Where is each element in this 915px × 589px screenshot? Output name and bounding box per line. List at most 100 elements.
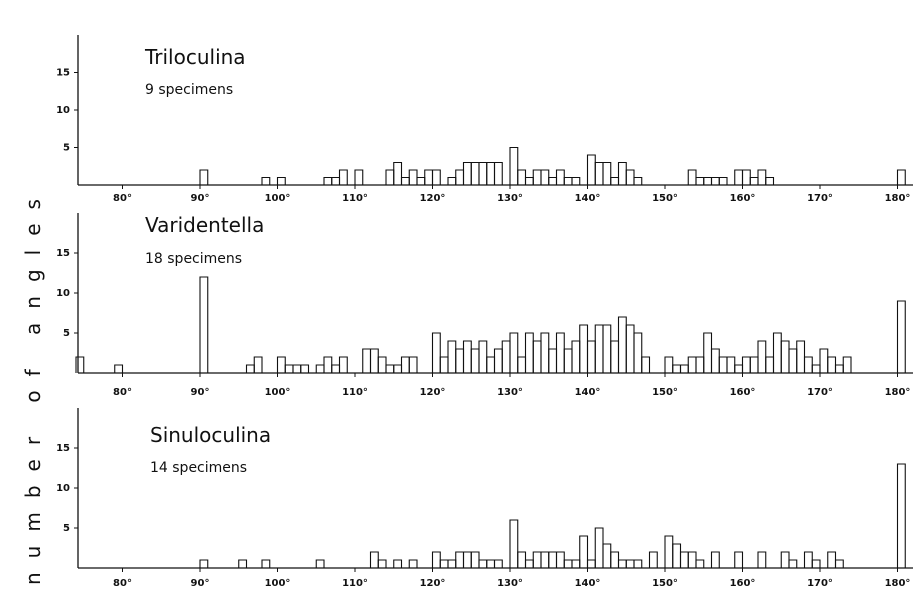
histogram-bar bbox=[718, 176, 728, 185]
histogram-bar bbox=[780, 551, 790, 568]
panel-subtitle: 9 specimens bbox=[145, 82, 233, 98]
histogram-bar bbox=[741, 356, 751, 373]
histogram-bar bbox=[749, 176, 759, 185]
histogram-bar bbox=[323, 176, 333, 185]
x-tick-label: 100° bbox=[265, 578, 291, 589]
histogram-bar bbox=[703, 332, 713, 373]
histogram-bar bbox=[486, 161, 496, 185]
histogram-bar bbox=[284, 364, 294, 373]
x-tick-label: 160° bbox=[730, 193, 756, 204]
x-tick-label: 80° bbox=[113, 578, 132, 589]
histogram-bar bbox=[493, 161, 503, 185]
x-tick-label: 140° bbox=[575, 578, 601, 589]
histogram-bar bbox=[393, 364, 403, 373]
histogram-bar bbox=[462, 551, 472, 568]
histogram-bar bbox=[617, 161, 627, 185]
histogram-bar bbox=[315, 364, 325, 373]
histogram-bar bbox=[377, 559, 387, 568]
x-tick-label: 150° bbox=[652, 578, 678, 589]
y-tick-label: 10 bbox=[56, 105, 70, 116]
histogram-bar bbox=[687, 169, 697, 185]
histogram-bar bbox=[462, 161, 472, 185]
histogram-bar bbox=[625, 559, 635, 568]
histogram-bar bbox=[509, 332, 519, 373]
histogram-bar bbox=[734, 364, 744, 373]
histogram-bar bbox=[563, 176, 573, 185]
histogram-bar bbox=[369, 348, 379, 373]
histogram-bar bbox=[276, 356, 286, 373]
histogram-bar bbox=[610, 340, 620, 373]
histogram-bar bbox=[703, 176, 713, 185]
histogram-bar bbox=[842, 356, 852, 373]
histogram-bar bbox=[393, 559, 403, 568]
histogram-bar bbox=[633, 332, 643, 373]
panel-title: Triloculina bbox=[144, 45, 246, 69]
histogram-bar bbox=[369, 551, 379, 568]
histogram-bar bbox=[400, 356, 410, 373]
histogram-bar bbox=[416, 176, 426, 185]
histogram-bar bbox=[548, 551, 558, 568]
histogram-bar bbox=[276, 176, 286, 185]
histogram-bar bbox=[548, 348, 558, 373]
histogram-bar bbox=[199, 276, 209, 373]
histogram-bar bbox=[586, 340, 596, 373]
histogram-bar bbox=[788, 348, 798, 373]
histogram-bar bbox=[687, 356, 697, 373]
histogram-bar bbox=[478, 559, 488, 568]
histogram-bar bbox=[424, 169, 434, 185]
x-tick-label: 130° bbox=[497, 578, 523, 589]
histogram-bar bbox=[338, 356, 348, 373]
panel-sinuloculina: Sinuloculina 14 specimens 5 10 15 80° 90° 100… bbox=[56, 408, 913, 589]
histogram-bar bbox=[540, 169, 550, 185]
histogram-bar bbox=[695, 559, 705, 568]
histogram-bar bbox=[803, 356, 813, 373]
x-tick-label: 80° bbox=[113, 193, 132, 204]
x-tick-label: 180° bbox=[885, 193, 911, 204]
histogram-bar bbox=[772, 332, 782, 373]
histogram-bar bbox=[710, 348, 720, 373]
histogram-bar bbox=[602, 324, 612, 373]
histogram-bar bbox=[625, 324, 635, 373]
histogram-bar bbox=[470, 161, 480, 185]
histogram-bar bbox=[741, 169, 751, 185]
histogram-bar bbox=[400, 176, 410, 185]
x-tick-label: 180° bbox=[885, 387, 911, 398]
x-tick-label: 90° bbox=[191, 387, 210, 398]
x-tick-label: 120° bbox=[420, 578, 446, 589]
histogram-bar bbox=[687, 551, 697, 568]
histogram-bar bbox=[385, 364, 395, 373]
histogram-bar bbox=[625, 169, 635, 185]
histogram-bar bbox=[540, 551, 550, 568]
y-tick-label: 15 bbox=[56, 248, 70, 259]
histogram-bar bbox=[571, 176, 581, 185]
x-tick-label: 180° bbox=[885, 578, 911, 589]
histogram-bar bbox=[594, 527, 604, 568]
histogram-bar bbox=[517, 356, 527, 373]
panel-subtitle: 14 specimens bbox=[150, 460, 247, 476]
histogram-bar bbox=[261, 176, 271, 185]
x-tick-label: 150° bbox=[652, 193, 678, 204]
histogram-bar bbox=[470, 348, 480, 373]
histogram-bar bbox=[261, 559, 271, 568]
histogram-bar bbox=[292, 364, 302, 373]
histogram-bar bbox=[710, 176, 720, 185]
histogram-bar bbox=[695, 356, 705, 373]
histogram-bar bbox=[633, 559, 643, 568]
y-tick-label: 5 bbox=[63, 143, 70, 154]
histogram-bar bbox=[834, 364, 844, 373]
histogram-bar bbox=[726, 356, 736, 373]
histogram-bar bbox=[431, 332, 441, 373]
histogram-bar bbox=[486, 559, 496, 568]
histogram-bar bbox=[734, 551, 744, 568]
x-tick-label: 110° bbox=[342, 578, 368, 589]
panel-title: Varidentella bbox=[145, 213, 264, 237]
histogram-bar bbox=[594, 161, 604, 185]
x-tick-label: 110° bbox=[342, 387, 368, 398]
histogram-bar bbox=[803, 551, 813, 568]
figure-ylabel-text: number of angles bbox=[21, 185, 45, 585]
x-tick-label: 120° bbox=[420, 193, 446, 204]
histogram-bar bbox=[377, 356, 387, 373]
histogram-bar bbox=[524, 559, 534, 568]
histogram-bar bbox=[509, 519, 519, 568]
histogram-bar bbox=[757, 340, 767, 373]
